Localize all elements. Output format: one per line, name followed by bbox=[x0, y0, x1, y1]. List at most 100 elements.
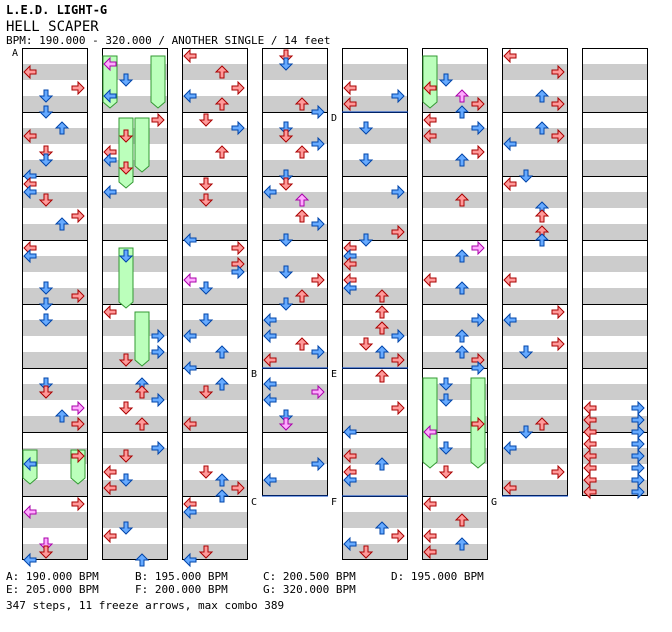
beat-stripe bbox=[102, 192, 168, 208]
column-border bbox=[342, 48, 408, 560]
beat-stripe bbox=[182, 128, 248, 144]
step-arrow bbox=[438, 393, 454, 407]
step-arrow bbox=[103, 528, 117, 544]
step-arrow bbox=[231, 264, 245, 280]
step-arrow bbox=[214, 65, 230, 79]
beat-stripe bbox=[342, 192, 408, 208]
step-arrow bbox=[631, 484, 645, 500]
step-arrow bbox=[311, 104, 325, 120]
step-arrow bbox=[151, 344, 165, 360]
bpm-marker: A bbox=[12, 48, 18, 59]
step-arrow bbox=[631, 400, 645, 416]
step-arrow bbox=[503, 440, 517, 456]
step-arrow bbox=[103, 464, 117, 480]
step-arrow bbox=[214, 473, 230, 487]
step-arrow bbox=[374, 289, 390, 303]
step-arrow bbox=[118, 249, 134, 263]
step-arrow bbox=[391, 88, 405, 104]
bpm-marker: B bbox=[251, 369, 257, 380]
freeze-arrow bbox=[118, 117, 134, 189]
step-arrow bbox=[503, 480, 517, 496]
beat-stripe bbox=[182, 416, 248, 432]
step-arrow bbox=[103, 480, 117, 496]
step-arrow bbox=[471, 360, 485, 376]
step-arrow bbox=[183, 496, 197, 512]
step-arrow bbox=[278, 233, 294, 247]
step-arrow bbox=[518, 169, 534, 183]
step-arrow bbox=[71, 80, 85, 96]
freeze-arrow bbox=[150, 55, 166, 109]
beat-stripe bbox=[22, 224, 88, 240]
step-arrow bbox=[503, 312, 517, 328]
step-arrow bbox=[263, 392, 277, 408]
step-arrow bbox=[631, 460, 645, 476]
step-arrow bbox=[151, 328, 165, 344]
step-arrow bbox=[343, 240, 357, 256]
step-arrow bbox=[343, 448, 357, 464]
step-arrow bbox=[583, 472, 597, 488]
beat-stripe bbox=[262, 224, 328, 240]
step-arrow bbox=[343, 272, 357, 288]
beat-stripe bbox=[582, 224, 648, 240]
step-arrow bbox=[294, 193, 310, 207]
beat-stripe bbox=[22, 160, 88, 176]
step-arrow bbox=[311, 272, 325, 288]
step-arrow bbox=[198, 385, 214, 399]
step-arrow bbox=[423, 112, 437, 128]
step-arrow bbox=[343, 248, 357, 264]
beat-stripe bbox=[342, 416, 408, 432]
beat-stripe bbox=[582, 320, 648, 336]
step-arrow bbox=[103, 56, 117, 72]
step-arrow bbox=[358, 545, 374, 559]
step-arrow bbox=[38, 193, 54, 207]
beat-stripe bbox=[502, 448, 568, 464]
step-arrow bbox=[278, 129, 294, 143]
beat-stripe bbox=[22, 64, 88, 80]
beat-stripe bbox=[342, 288, 408, 304]
step-arrow bbox=[294, 145, 310, 159]
beat-stripe bbox=[422, 288, 488, 304]
step-arrow bbox=[214, 145, 230, 159]
step-arrow bbox=[423, 496, 437, 512]
step-arrow bbox=[503, 176, 517, 192]
step-arrow bbox=[311, 456, 325, 472]
beat-stripe bbox=[582, 256, 648, 272]
beat-stripe bbox=[182, 448, 248, 464]
beat-stripe bbox=[422, 64, 488, 80]
step-arrow bbox=[198, 313, 214, 327]
step-arrow bbox=[391, 352, 405, 368]
step-arrow bbox=[183, 328, 197, 344]
step-arrow bbox=[151, 392, 165, 408]
step-arrow bbox=[391, 528, 405, 544]
beat-stripe bbox=[182, 288, 248, 304]
beat-stripe bbox=[342, 352, 408, 368]
step-arrow bbox=[23, 456, 37, 472]
beat-stripe bbox=[22, 544, 88, 560]
step-arrow bbox=[518, 345, 534, 359]
step-arrow bbox=[311, 384, 325, 400]
beat-stripe bbox=[262, 192, 328, 208]
column-border bbox=[182, 48, 248, 560]
beat-stripe bbox=[502, 256, 568, 272]
step-arrow bbox=[183, 88, 197, 104]
beat-stripe bbox=[22, 192, 88, 208]
beat-stripe bbox=[262, 288, 328, 304]
step-arrow bbox=[503, 136, 517, 152]
beat-stripe bbox=[502, 480, 568, 496]
bpm-marker: D bbox=[331, 113, 337, 124]
step-arrow bbox=[583, 436, 597, 452]
beat-stripe bbox=[262, 320, 328, 336]
step-arrow bbox=[343, 472, 357, 488]
step-arrow bbox=[454, 89, 470, 103]
step-arrow bbox=[551, 96, 565, 112]
step-arrow bbox=[454, 105, 470, 119]
beat-stripe bbox=[342, 96, 408, 112]
step-arrow bbox=[471, 144, 485, 160]
step-arrow bbox=[343, 80, 357, 96]
step-arrow bbox=[183, 232, 197, 248]
beat-stripe bbox=[102, 512, 168, 528]
step-arrow bbox=[23, 240, 37, 256]
step-arrow bbox=[118, 161, 134, 175]
bpm-legend-f: F: 200.000 BPM bbox=[135, 583, 228, 596]
step-arrow bbox=[551, 336, 565, 352]
